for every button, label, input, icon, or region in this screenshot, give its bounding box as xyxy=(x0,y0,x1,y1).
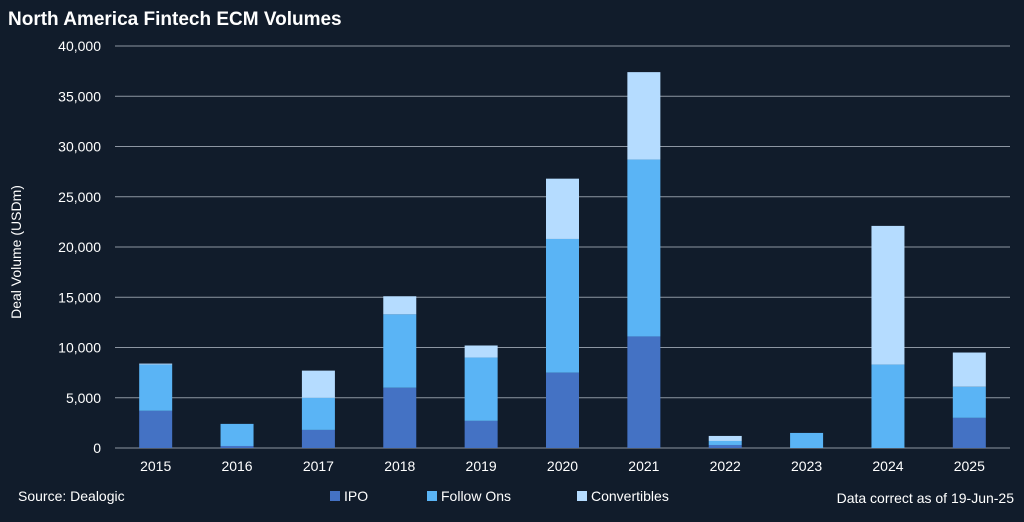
bar-convertibles-2015 xyxy=(139,363,173,365)
x-axis-ticks: 2015 2016 2017 2018 2019 2020 2021 2022 2023 2024… xyxy=(140,458,985,474)
legend-item-convertibles: Convertibles xyxy=(577,488,669,504)
bar-ipo-2020 xyxy=(546,372,579,448)
bars xyxy=(139,72,986,448)
x-tick-label: 2017 xyxy=(303,458,334,474)
y-tick-label: 20,000 xyxy=(58,239,101,255)
bar-convertibles-2024 xyxy=(871,225,905,365)
legend: IPO Follow Ons Convertibles xyxy=(330,488,669,504)
x-tick-label: 2025 xyxy=(954,458,985,474)
legend-swatch xyxy=(427,491,437,501)
bar-follow-ons-2025 xyxy=(952,386,986,418)
bar-ipo-2025 xyxy=(952,417,986,448)
bar-convertibles-2021 xyxy=(627,72,661,160)
legend-label: Convertibles xyxy=(591,488,669,504)
bar-ipo-2017 xyxy=(301,429,335,448)
x-tick-label: 2022 xyxy=(710,458,741,474)
y-axis-title: Deal Volume (USDm) xyxy=(8,185,24,319)
bar-ipo-2022 xyxy=(708,444,742,448)
bar-ipo-2019 xyxy=(464,420,498,448)
x-tick-label: 2021 xyxy=(628,458,659,474)
bar-follow-ons-2019 xyxy=(464,357,498,421)
chart-title: North America Fintech ECM Volumes xyxy=(8,9,342,30)
bar-convertibles-2022 xyxy=(708,435,742,441)
bar-convertibles-2025 xyxy=(952,352,986,387)
source-note: Source: Dealogic xyxy=(18,488,125,504)
bar-ipo-2015 xyxy=(139,410,173,448)
x-tick-label: 2016 xyxy=(221,458,252,474)
legend-label: Follow Ons xyxy=(441,488,511,504)
legend-item-follow-ons: Follow Ons xyxy=(427,488,511,504)
y-tick-label: 40,000 xyxy=(58,38,101,54)
bar-follow-ons-2021 xyxy=(627,159,661,337)
bar-ipo-2016 xyxy=(220,445,254,448)
bar-follow-ons-2018 xyxy=(383,314,417,388)
bar-convertibles-2019 xyxy=(464,345,498,358)
y-tick-label: 10,000 xyxy=(58,340,101,356)
bar-follow-ons-2024 xyxy=(871,364,905,448)
y-tick-label: 15,000 xyxy=(58,289,101,305)
bar-follow-ons-2015 xyxy=(139,364,173,411)
bar-follow-ons-2016 xyxy=(220,423,254,446)
x-tick-label: 2019 xyxy=(466,458,497,474)
y-tick-label: 0 xyxy=(93,440,101,456)
x-tick-label: 2020 xyxy=(547,458,578,474)
legend-swatch xyxy=(577,491,587,501)
x-tick-label: 2024 xyxy=(872,458,903,474)
legend-swatch xyxy=(330,491,340,501)
legend-label: IPO xyxy=(344,488,368,504)
bar-ipo-2018 xyxy=(383,387,417,448)
bar-convertibles-2018 xyxy=(383,296,417,315)
bar-follow-ons-2022 xyxy=(708,440,742,445)
y-axis-ticks: 0 5,000 10,000 15,000 20,000 25,000 30,000 35,0… xyxy=(58,38,101,456)
x-tick-label: 2015 xyxy=(140,458,171,474)
y-tick-label: 25,000 xyxy=(58,189,101,205)
y-tick-label: 30,000 xyxy=(58,139,101,155)
bar-ipo-2021 xyxy=(627,336,661,448)
bar-convertibles-2020 xyxy=(546,178,579,239)
legend-item-ipo: IPO xyxy=(330,488,368,504)
y-tick-label: 5,000 xyxy=(66,390,101,406)
bar-follow-ons-2020 xyxy=(546,238,579,373)
data-note: Data correct as of 19-Jun-25 xyxy=(837,490,1015,506)
y-tick-label: 35,000 xyxy=(58,88,101,104)
bar-follow-ons-2017 xyxy=(301,397,335,430)
x-tick-label: 2023 xyxy=(791,458,822,474)
x-tick-label: 2018 xyxy=(384,458,415,474)
bar-convertibles-2017 xyxy=(301,370,335,398)
bar-follow-ons-2023 xyxy=(790,432,824,448)
